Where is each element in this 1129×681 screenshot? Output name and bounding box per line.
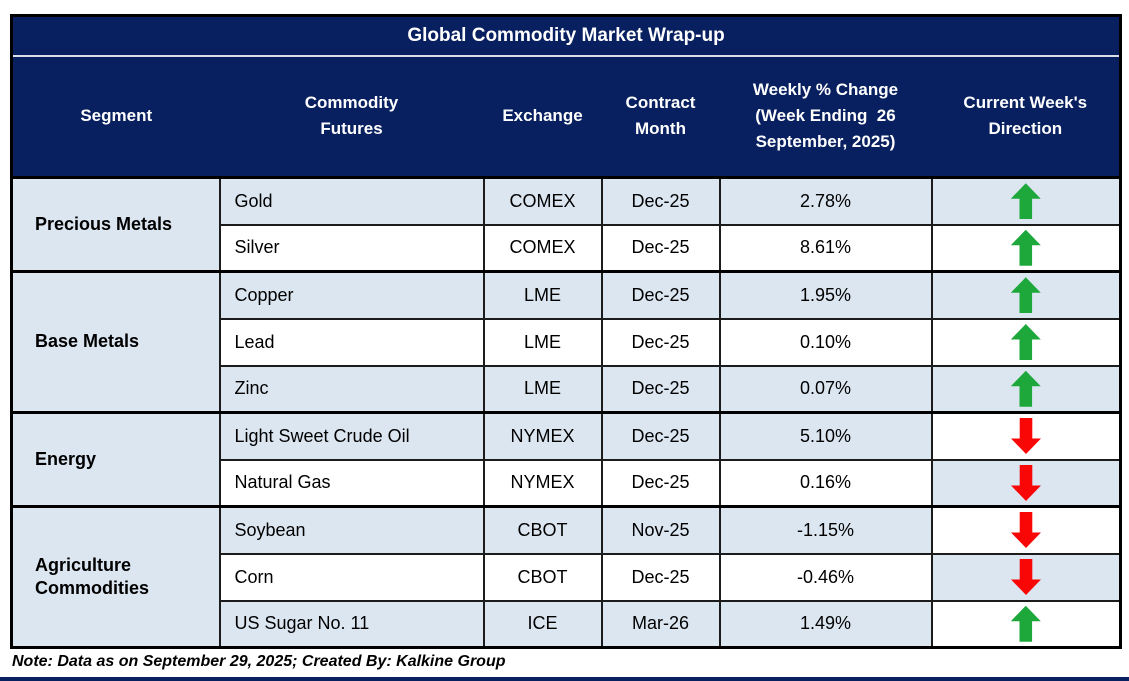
direction-cell bbox=[930, 223, 1122, 273]
exchange-cell: LME bbox=[482, 364, 603, 414]
weekly-change-cell: 8.61% bbox=[718, 223, 933, 273]
table-title: Global Commodity Market Wrap-up bbox=[10, 14, 1122, 57]
direction-cell bbox=[930, 270, 1122, 320]
commodity-cell: Natural Gas bbox=[218, 458, 485, 508]
commodity-cell: Zinc bbox=[218, 364, 485, 414]
header-weekly-change: Weekly % Change (Week Ending 26 Septembe… bbox=[719, 55, 932, 178]
header-exchange: Exchange bbox=[483, 55, 602, 178]
contract-cell: Dec-25 bbox=[600, 270, 721, 320]
title-row: Global Commodity Market Wrap-up bbox=[10, 14, 1122, 57]
commodity-cell: Corn bbox=[218, 552, 485, 602]
bottom-navy-bar bbox=[0, 677, 1129, 681]
exchange-cell: NYMEX bbox=[482, 458, 603, 508]
weekly-change-cell: 5.10% bbox=[718, 411, 933, 461]
table-row: Corn CBOT Dec-25 -0.46% bbox=[12, 552, 1122, 602]
table-row: Agriculture Commodities Soybean CBOT Nov… bbox=[10, 505, 1122, 649]
contract-cell: Dec-25 bbox=[600, 176, 721, 226]
exchange-cell: COMEX bbox=[482, 223, 603, 273]
header-contract-month: Contract Month bbox=[601, 55, 720, 178]
weekly-change-cell: -0.46% bbox=[718, 552, 933, 602]
contract-cell: Dec-25 bbox=[600, 364, 721, 414]
direction-arrow-icon bbox=[1010, 324, 1041, 360]
segment-cell: Precious Metals bbox=[10, 176, 221, 273]
exchange-cell: COMEX bbox=[482, 176, 603, 226]
direction-cell bbox=[930, 411, 1122, 461]
exchange-cell: LME bbox=[482, 270, 603, 320]
weekly-change-cell: 1.49% bbox=[718, 599, 933, 649]
direction-cell bbox=[930, 505, 1122, 555]
commodity-cell: Soybean bbox=[218, 505, 485, 555]
header-segment: Segment bbox=[11, 55, 220, 178]
exchange-cell: CBOT bbox=[482, 505, 603, 555]
commodity-cell: Light Sweet Crude Oil bbox=[218, 411, 485, 461]
commodity-cell: Copper bbox=[218, 270, 485, 320]
weekly-change-cell: -1.15% bbox=[718, 505, 933, 555]
exchange-cell: ICE bbox=[482, 599, 603, 649]
weekly-change-cell: 0.16% bbox=[718, 458, 933, 508]
contract-cell: Dec-25 bbox=[600, 411, 721, 461]
commodity-cell: Silver bbox=[218, 223, 485, 273]
direction-arrow-icon bbox=[1010, 229, 1041, 266]
header-direction: Current Week's Direction bbox=[931, 55, 1121, 178]
weekly-change-cell: 0.07% bbox=[718, 364, 933, 414]
contract-cell: Dec-25 bbox=[600, 317, 721, 367]
table-row: Zinc LME Dec-25 0.07% bbox=[12, 364, 1122, 414]
table-row: Silver COMEX Dec-25 8.61% bbox=[12, 223, 1122, 273]
footnote: Note: Data as on September 29, 2025; Cre… bbox=[12, 653, 506, 670]
direction-arrow-icon bbox=[1011, 418, 1041, 454]
direction-cell bbox=[930, 458, 1122, 508]
weekly-change-cell: 1.95% bbox=[718, 270, 933, 320]
contract-cell: Dec-25 bbox=[600, 458, 721, 508]
commodity-cell: US Sugar No. 11 bbox=[218, 599, 485, 649]
table-row: Energy Light Sweet Crude Oil NYMEX Dec-2… bbox=[10, 411, 1122, 508]
contract-cell: Nov-25 bbox=[600, 505, 721, 555]
segment-cell: Energy bbox=[10, 411, 221, 508]
header-row: Segment Commodity Futures Exchange Contr… bbox=[11, 55, 1121, 178]
direction-arrow-icon bbox=[1010, 370, 1041, 407]
table-row: Lead LME Dec-25 0.10% bbox=[12, 317, 1122, 367]
direction-arrow-icon bbox=[1011, 559, 1041, 595]
exchange-cell: LME bbox=[482, 317, 603, 367]
table-row: Precious Metals Gold COMEX Dec-25 2.78% bbox=[10, 176, 1122, 273]
table-row: Natural Gas NYMEX Dec-25 0.16% bbox=[12, 458, 1122, 508]
commodity-cell: Lead bbox=[218, 317, 485, 367]
direction-arrow-icon bbox=[1010, 277, 1041, 314]
direction-cell bbox=[930, 599, 1122, 649]
direction-arrow-icon bbox=[1010, 605, 1041, 642]
segment-cell: Agriculture Commodities bbox=[10, 505, 221, 649]
commodity-cell: Gold bbox=[218, 176, 485, 226]
weekly-change-cell: 2.78% bbox=[718, 176, 933, 226]
segment-cell: Base Metals bbox=[10, 270, 221, 414]
direction-arrow-icon bbox=[1011, 465, 1041, 501]
direction-arrow-icon bbox=[1010, 183, 1041, 220]
direction-arrow-icon bbox=[1011, 512, 1041, 548]
contract-cell: Dec-25 bbox=[600, 552, 721, 602]
weekly-change-cell: 0.10% bbox=[718, 317, 933, 367]
direction-cell bbox=[930, 317, 1122, 367]
commodity-table: Global Commodity Market Wrap-up Segment … bbox=[10, 14, 1123, 649]
direction-cell bbox=[930, 364, 1122, 414]
contract-cell: Mar-26 bbox=[600, 599, 721, 649]
table-row: Base Metals Copper LME Dec-25 1.95% bbox=[10, 270, 1122, 414]
direction-cell bbox=[930, 176, 1122, 226]
header-commodity-futures: Commodity Futures bbox=[219, 55, 484, 178]
table-row: US Sugar No. 11 ICE Mar-26 1.49% bbox=[12, 599, 1122, 649]
exchange-cell: CBOT bbox=[482, 552, 603, 602]
contract-cell: Dec-25 bbox=[600, 223, 721, 273]
direction-cell bbox=[930, 552, 1122, 602]
exchange-cell: NYMEX bbox=[482, 411, 603, 461]
